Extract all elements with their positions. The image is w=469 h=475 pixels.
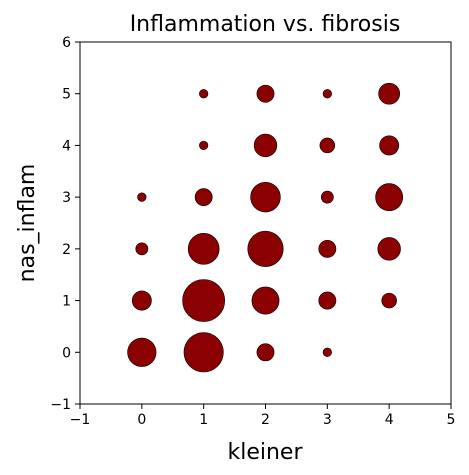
data-point-4	[183, 332, 224, 373]
data-point-14	[253, 133, 278, 158]
points-layer	[127, 82, 404, 373]
data-point-16	[322, 347, 332, 357]
data-point-6	[187, 233, 220, 265]
data-point-2	[135, 242, 149, 256]
data-point-9	[199, 89, 209, 99]
data-point-18	[318, 239, 337, 258]
data-point-25	[379, 135, 400, 156]
data-point-8	[199, 140, 209, 151]
data-point-1	[131, 290, 152, 311]
data-point-22	[381, 292, 397, 309]
data-point-24	[375, 183, 404, 212]
data-point-17	[318, 291, 337, 310]
x-axis-title: kleiner	[227, 440, 303, 465]
x-tick-label: 1	[199, 412, 208, 428]
y-tick-label: −1	[50, 397, 71, 413]
x-tick-label: 2	[261, 412, 270, 428]
y-tick-label: 6	[62, 35, 71, 51]
data-point-19	[320, 190, 334, 204]
y-tick-label: 3	[62, 190, 71, 206]
y-tick-label: 1	[62, 294, 71, 310]
x-tick-label: 0	[137, 412, 146, 428]
data-point-26	[378, 82, 400, 105]
x-tick-label: 4	[385, 412, 394, 428]
y-tick-label: 2	[62, 242, 71, 258]
y-axis-title: nas_inflam	[15, 164, 40, 283]
y-tick-label: 0	[62, 345, 71, 361]
ticks-layer: −1 0 1 2 3 4 5 −1 0 1 2 3 4 5 6	[50, 35, 455, 428]
y-tick-label: 5	[62, 87, 71, 103]
data-point-5	[182, 279, 226, 322]
data-point-13	[250, 181, 281, 213]
chart-title: Inflammation vs. fibrosis	[130, 12, 401, 37]
data-point-10	[256, 343, 275, 362]
x-tick-label: 5	[447, 412, 456, 428]
x-tick-label: 3	[323, 412, 332, 428]
data-point-11	[251, 286, 280, 315]
data-point-20	[319, 137, 336, 154]
data-point-15	[256, 84, 275, 103]
data-point-3	[137, 192, 147, 202]
data-point-12	[247, 230, 284, 267]
y-tick-label: 4	[62, 138, 71, 154]
data-point-21	[322, 89, 332, 99]
x-tick-label: −1	[70, 412, 91, 428]
data-point-0	[127, 337, 157, 367]
data-point-7	[194, 188, 213, 207]
data-point-23	[377, 237, 401, 261]
